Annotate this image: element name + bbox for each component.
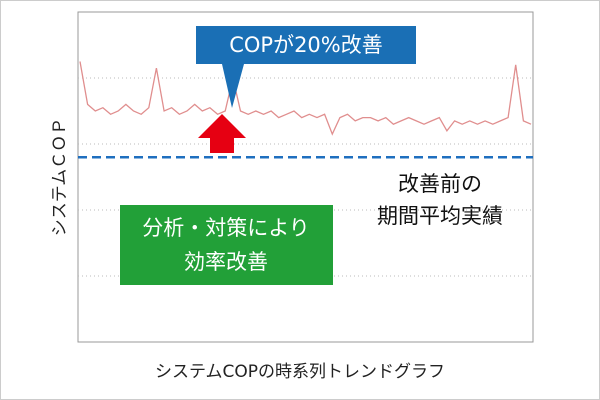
- data-line: [79, 61, 532, 136]
- reference-label: 期間平均実績: [377, 204, 503, 228]
- plot-frame: [77, 11, 534, 343]
- x-axis-label: システムCOPの時系列トレンドグラフ: [155, 362, 445, 382]
- callout-pointer: [222, 64, 244, 108]
- y-axis-label: システムＣＯＰ: [50, 118, 70, 237]
- reference-label: 改善前の: [398, 172, 482, 196]
- note-box: [120, 205, 333, 285]
- up-arrow: [198, 114, 246, 153]
- callout-text: COPが20%改善: [229, 33, 383, 57]
- note-text: 効率改善: [184, 250, 268, 274]
- note-text: 分析・対策により: [142, 216, 310, 240]
- callout-box: [196, 26, 416, 64]
